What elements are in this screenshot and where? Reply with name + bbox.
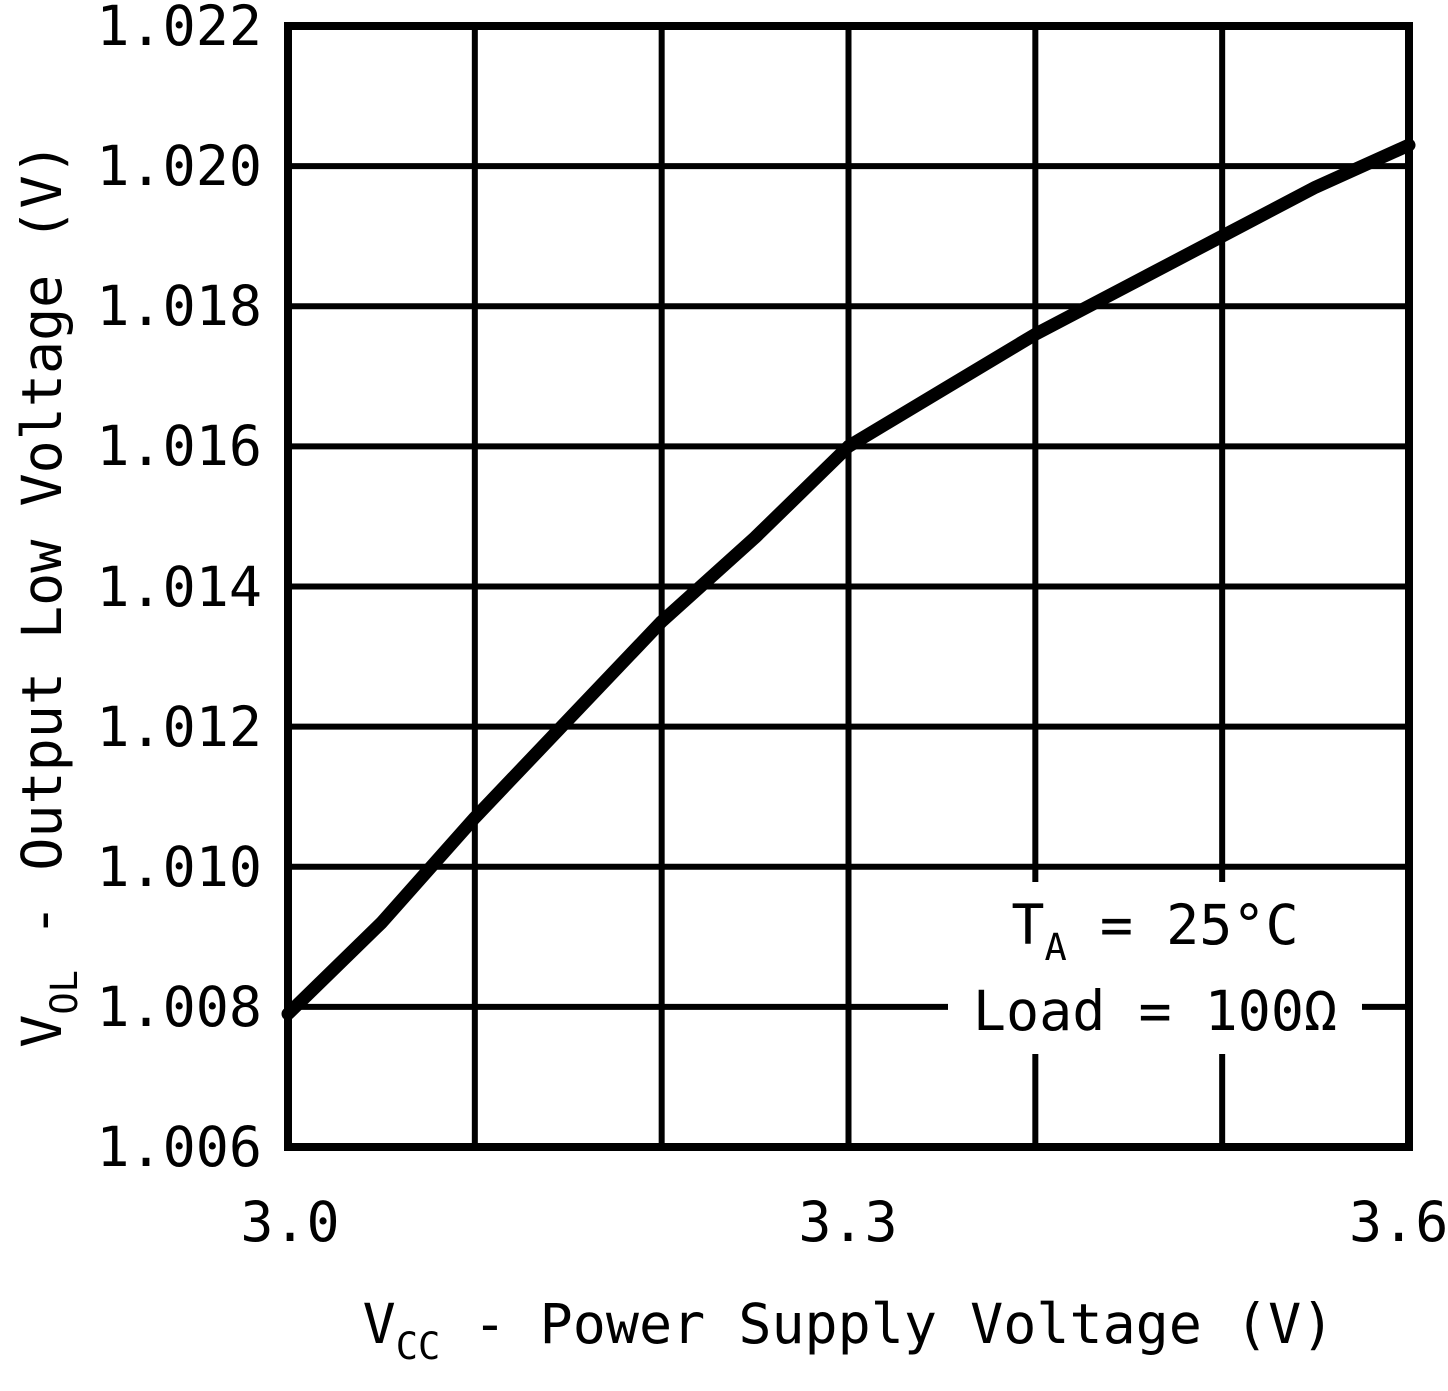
x-tick-label: 3.6 (1349, 1190, 1448, 1254)
annotation-temperature-subscript: A (1044, 926, 1067, 969)
annotation-load: Load = 100Ω (972, 979, 1338, 1043)
x-tick-label: 3.0 (240, 1190, 340, 1254)
x-axis-symbol: V (362, 1292, 396, 1356)
y-tick-label: 1.008 (96, 975, 262, 1039)
data-curve (281, 138, 1416, 1021)
y-axis-title-text: - Output Low Voltage (V) (10, 142, 74, 971)
y-tick-label: 1.016 (96, 414, 262, 478)
y-tick-label: 1.006 (96, 1115, 262, 1179)
annotation-temperature-symbol: T (1011, 893, 1045, 957)
annotation-temperature: TA = 25°C (948, 882, 1362, 968)
x-axis-title-text: - Power Supply Voltage (V) (440, 1292, 1335, 1356)
y-axis-symbol-subscript: OL (43, 970, 86, 1015)
x-axis-symbol-subscript: CC (395, 1325, 441, 1368)
y-tick-label: 1.018 (96, 274, 262, 338)
y-tick-label: 1.012 (96, 695, 262, 759)
y-tick-label: 1.022 (96, 0, 262, 58)
x-axis-title: VCC - Power Supply Voltage (V) (288, 1292, 1409, 1365)
y-axis-title: VOL - Output Low Voltage (V) (10, 142, 86, 1048)
y-tick-label: 1.014 (96, 555, 262, 619)
annotation-temperature-value: = 25°C (1066, 893, 1299, 957)
x-tick-label: 3.3 (798, 1190, 898, 1254)
y-tick-label: 1.020 (96, 134, 262, 198)
y-axis-symbol: V (10, 1014, 74, 1048)
y-tick-label: 1.010 (96, 835, 262, 899)
test-conditions-annotation: TA = 25°C Load = 100Ω (948, 882, 1362, 1054)
plot-frame (284, 22, 1413, 1151)
